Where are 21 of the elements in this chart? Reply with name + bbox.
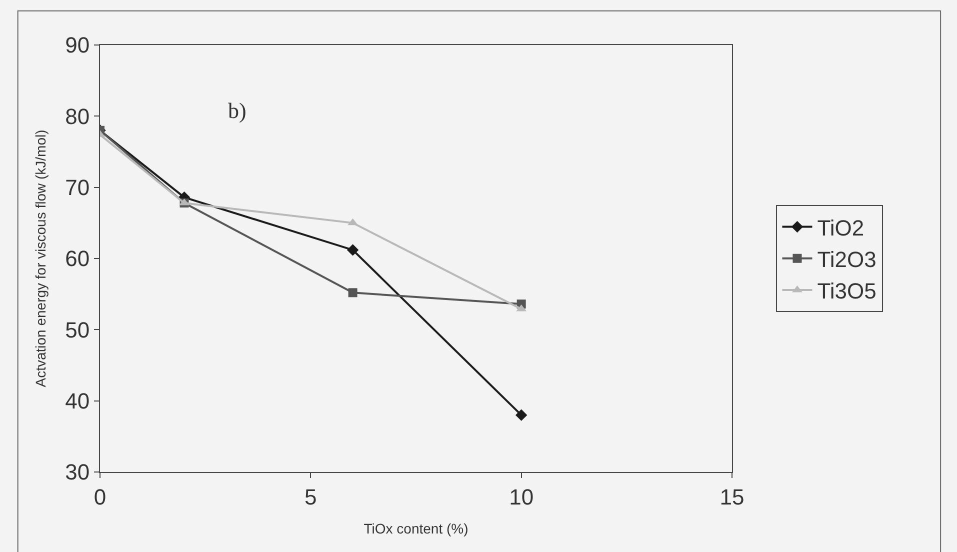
point [348,218,358,226]
y-axis-title: Actvation energy for viscous flow (kJ/mol) [32,130,49,388]
y-tick-label: 40 [65,388,90,414]
point [348,288,358,298]
y-tick-label: 90 [65,32,90,58]
legend-label: Ti3O5 [817,278,876,304]
x-tick-label: 5 [304,484,317,510]
legend-label: Ti2O3 [817,246,876,272]
y-tick-label: 30 [65,460,90,485]
y-tick-label: 50 [65,317,90,342]
point [515,409,528,421]
x-tick-label: 0 [94,484,106,510]
annotation: b) [228,98,246,123]
y-tick-label: 60 [65,246,90,272]
y-tick-label: 70 [65,175,90,200]
y-tick-label: 80 [65,104,90,129]
legend-label: TiO2 [817,215,864,240]
point [346,244,359,256]
x-tick-label: 10 [509,484,534,510]
x-axis-title: TiOx content (%) [364,520,468,537]
x-tick-label: 15 [720,484,744,510]
